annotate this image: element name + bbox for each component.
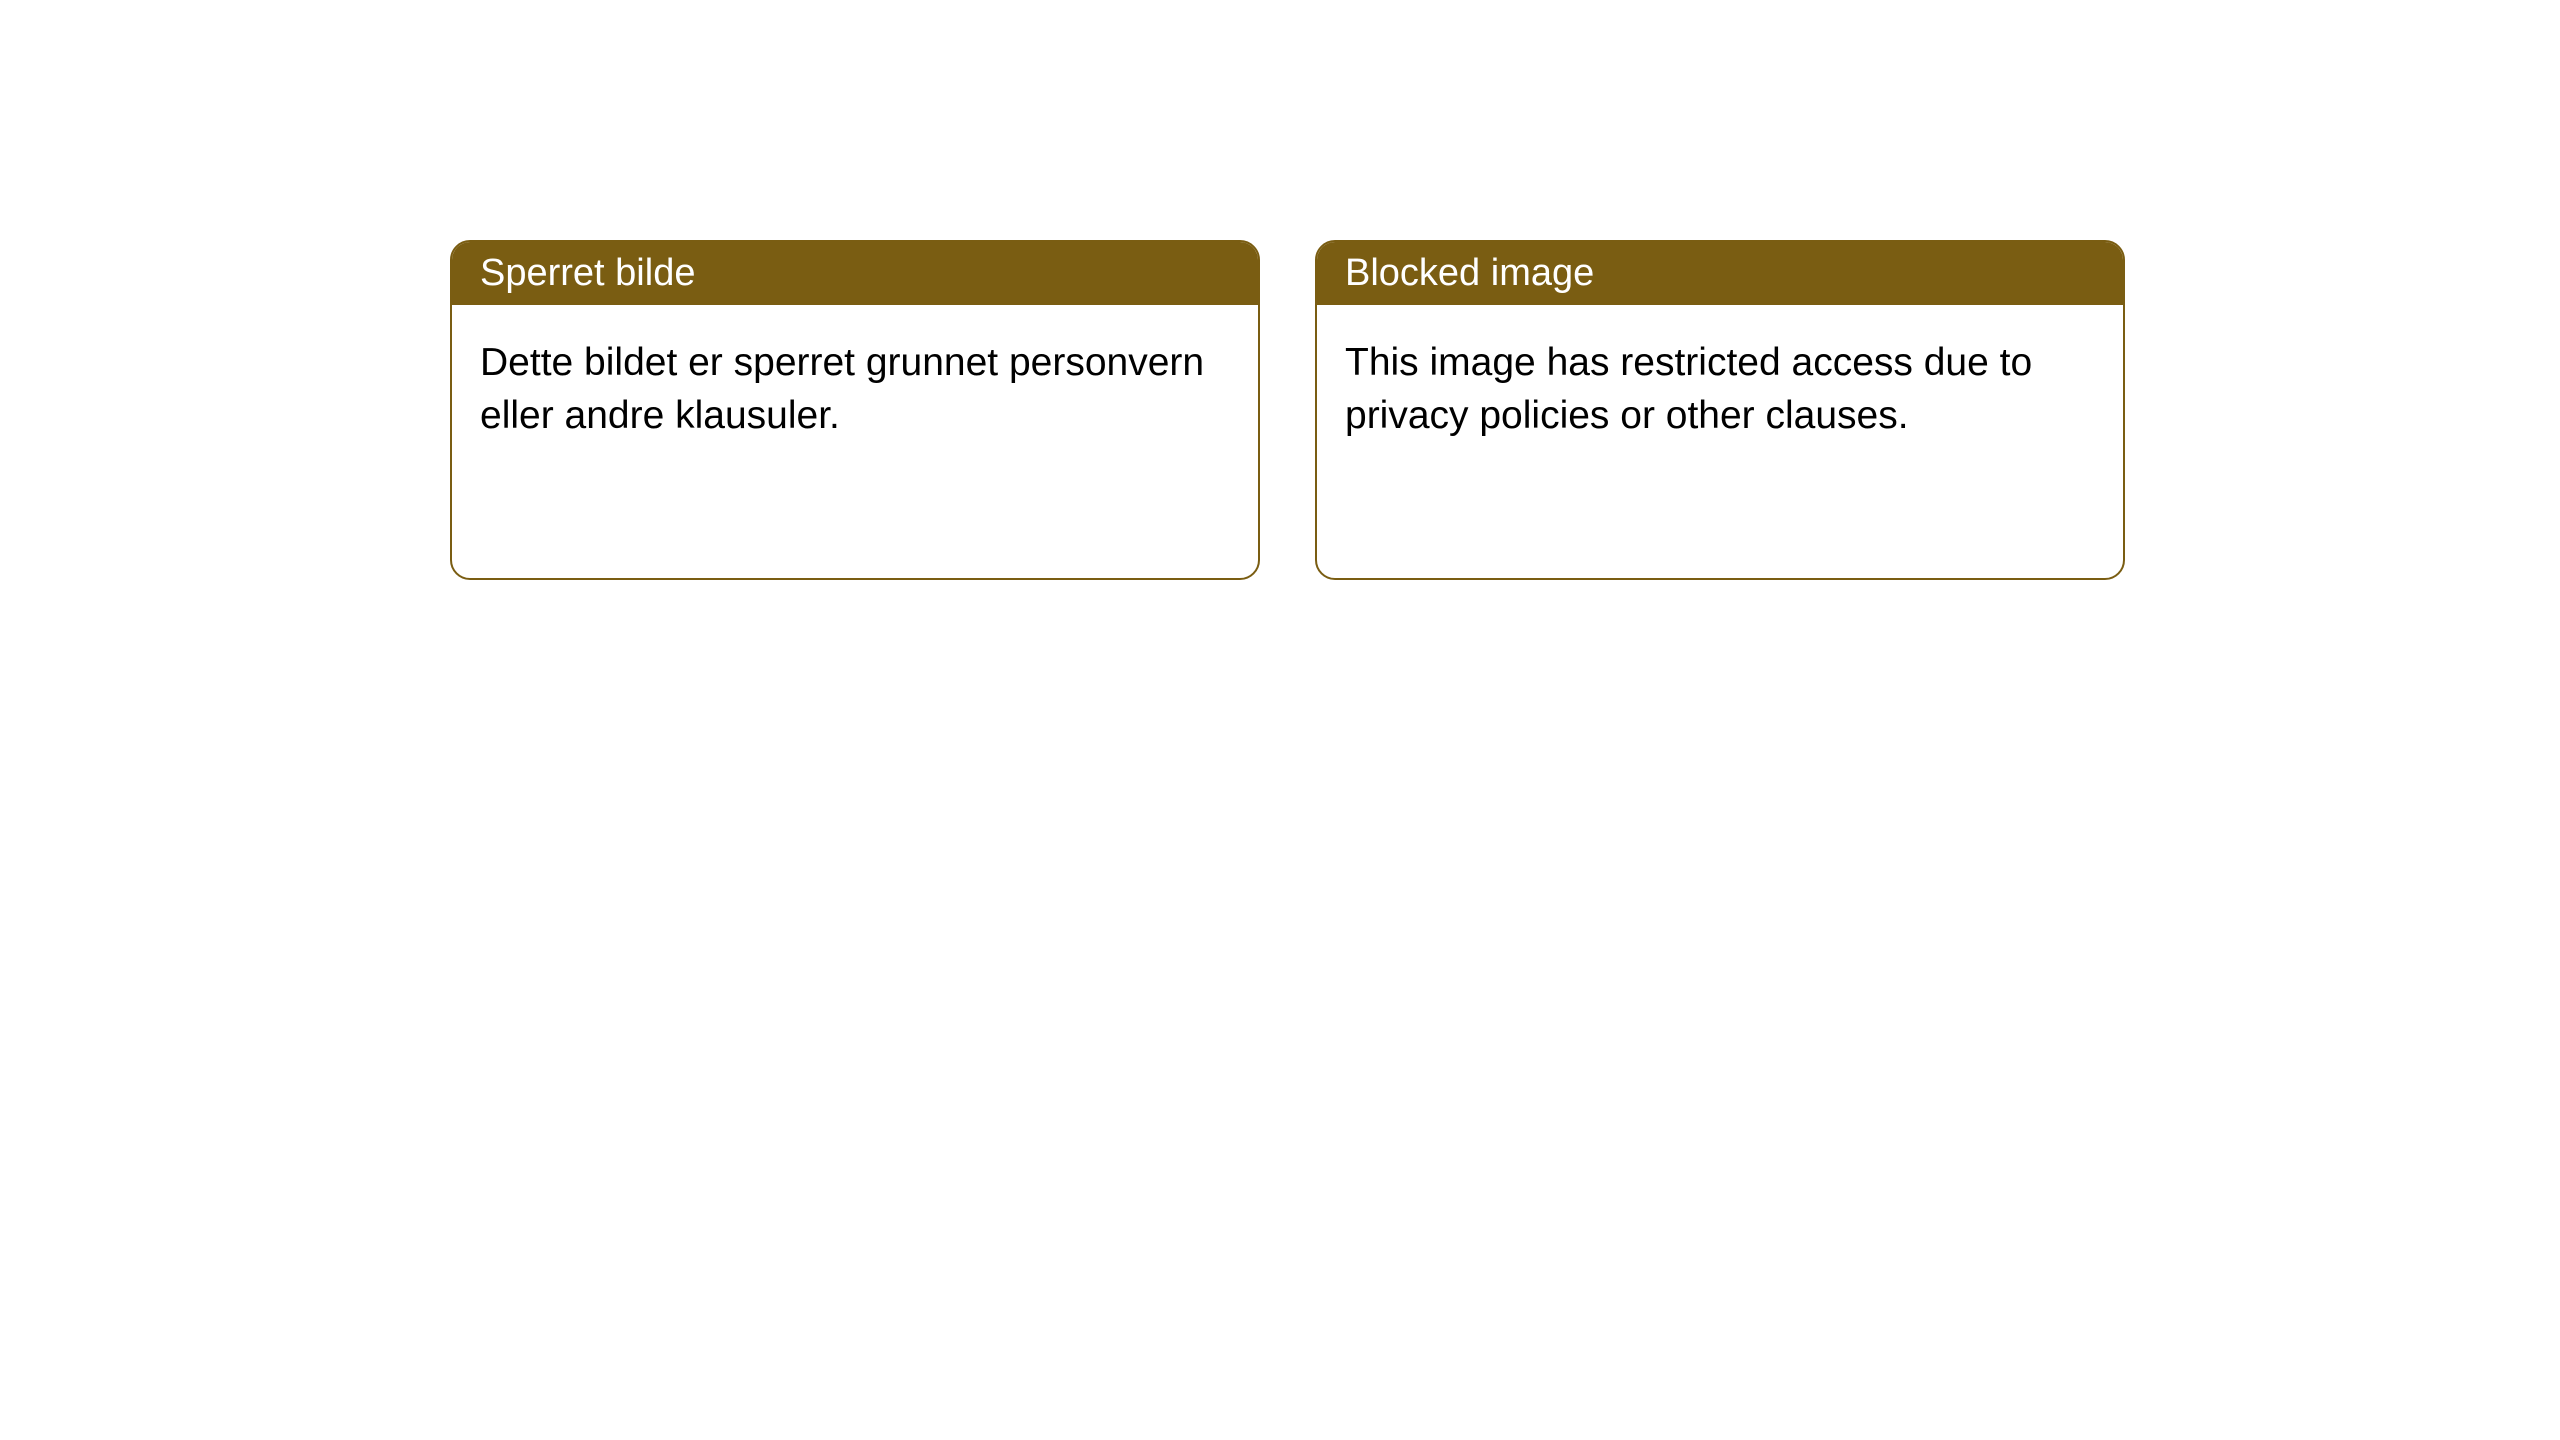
notice-card-english: Blocked image This image has restricted … <box>1315 240 2125 580</box>
card-body-text: Dette bildet er sperret grunnet personve… <box>480 341 1204 437</box>
notice-cards-container: Sperret bilde Dette bildet er sperret gr… <box>450 240 2125 580</box>
card-header: Blocked image <box>1317 242 2123 305</box>
card-title: Sperret bilde <box>480 252 695 294</box>
notice-card-norwegian: Sperret bilde Dette bildet er sperret gr… <box>450 240 1260 580</box>
card-body: Dette bildet er sperret grunnet personve… <box>452 305 1258 474</box>
card-title: Blocked image <box>1345 252 1594 294</box>
card-header: Sperret bilde <box>452 242 1258 305</box>
card-body: This image has restricted access due to … <box>1317 305 2123 474</box>
card-body-text: This image has restricted access due to … <box>1345 341 2032 437</box>
